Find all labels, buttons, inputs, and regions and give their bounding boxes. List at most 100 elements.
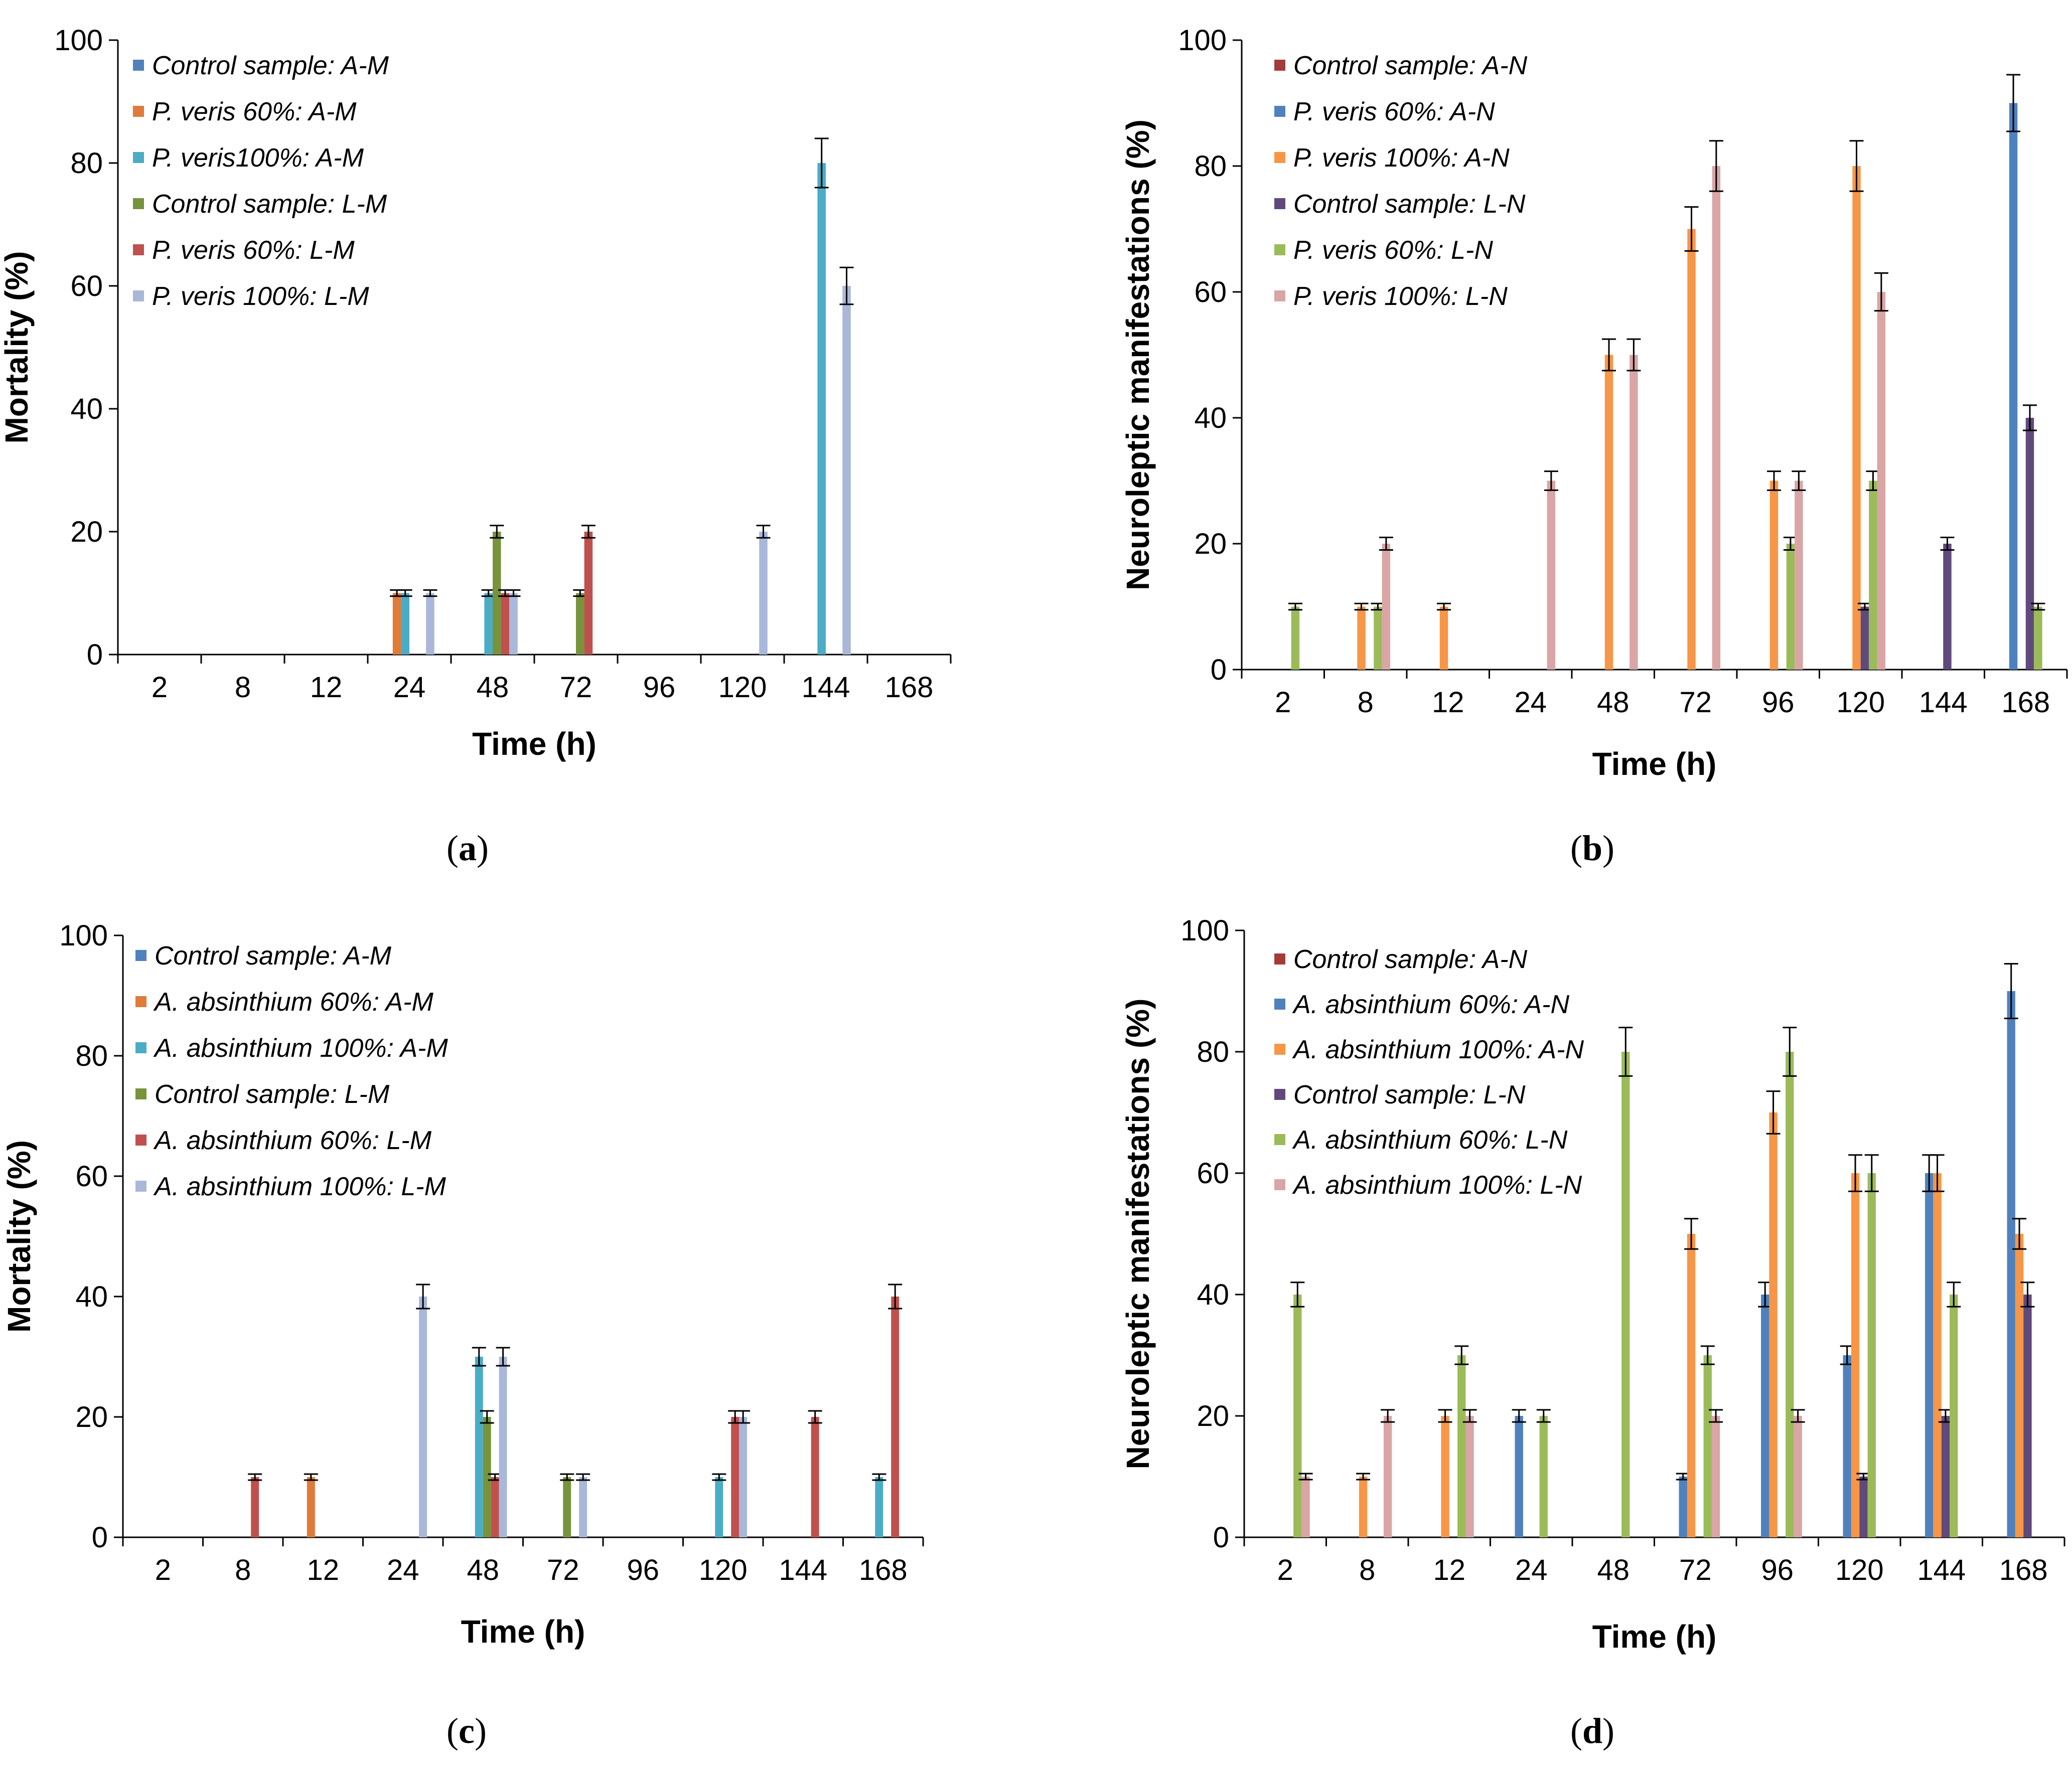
y-tick-label: 0	[87, 638, 103, 671]
x-tick-label: 72	[547, 1554, 579, 1586]
x-tick-label: 12	[1433, 1554, 1465, 1586]
bar	[811, 1417, 819, 1537]
legend-label: A. absinthium 60%: A-M	[153, 988, 434, 1017]
x-tick-label: 8	[1359, 1554, 1375, 1586]
legend-swatch	[1274, 1134, 1285, 1145]
error-bar	[1684, 206, 1699, 252]
bar	[475, 1357, 483, 1537]
legend-label: A. absinthium 100%: A-M	[153, 1034, 448, 1063]
x-tick-label: 144	[1917, 1554, 1966, 1586]
legend-label: Control sample: L-N	[1293, 1080, 1526, 1109]
x-tick-label: 48	[467, 1554, 499, 1586]
legend-swatch	[1274, 290, 1285, 301]
legend: Control sample: A-N A. absinthium 60%: A-…	[1274, 945, 1584, 1200]
error-bar	[423, 589, 437, 597]
y-axis-title: Mortality (%)	[1, 1140, 37, 1333]
x-tick-label: 144	[802, 671, 850, 704]
legend-swatch	[135, 996, 146, 1007]
bar	[1687, 1234, 1696, 1537]
bar	[1630, 355, 1638, 670]
legend-swatch	[135, 1135, 146, 1146]
legend-swatch	[133, 152, 144, 163]
legend-swatch	[1274, 60, 1285, 71]
bar	[1293, 1295, 1302, 1537]
bar	[484, 593, 493, 655]
error-bar	[1700, 1345, 1715, 1365]
legend-label: Control sample: A-N	[1293, 51, 1528, 80]
error-bar	[1864, 1154, 1879, 1192]
error-bar	[1290, 1281, 1305, 1308]
x-tick-label: 168	[2001, 686, 2050, 719]
legend-swatch	[133, 106, 144, 117]
error-bar	[398, 589, 412, 597]
error-bar	[1684, 1218, 1699, 1250]
bar	[1457, 1355, 1466, 1537]
legend-label: A. absinthium 100%: L-N	[1292, 1171, 1582, 1200]
error-bar	[1379, 536, 1393, 551]
x-tick-label: 8	[235, 1554, 251, 1586]
bar	[1794, 1416, 1802, 1537]
legend-swatch	[133, 290, 144, 301]
legend-label: A. absinthium 100%: A-N	[1292, 1035, 1584, 1064]
panel-caption-c-label: c	[458, 1711, 475, 1751]
bar	[1769, 480, 1779, 670]
error-bar	[480, 1410, 494, 1424]
legend-label: Control sample: L-M	[155, 1080, 390, 1109]
x-tick-label: 168	[1999, 1554, 2048, 1586]
error-bar	[1783, 1027, 1797, 1077]
error-bar	[1381, 1409, 1395, 1423]
error-bar	[1848, 1154, 1863, 1192]
legend-swatch	[1274, 1089, 1285, 1100]
legend-label: P. veris 100%: L-N	[1293, 282, 1508, 311]
error-bar	[490, 525, 504, 539]
chart-c: 0 20 40 60 80 100 2 8 12 24 48 72 96 120 144 168 Time (h…	[1, 919, 924, 1650]
legend-label: A. absinthium 60%: A-N	[1292, 990, 1570, 1019]
panel-caption-d-label: d	[1582, 1711, 1603, 1751]
legend-label: Control sample: A-M	[155, 941, 392, 971]
bar	[1950, 1295, 1958, 1537]
error-bar	[304, 1473, 318, 1481]
y-tick-label: 20	[1197, 1400, 1229, 1432]
bar	[1925, 1173, 1934, 1537]
x-tick-label: 2	[152, 671, 168, 704]
bar	[759, 532, 768, 655]
error-bar	[1849, 140, 1864, 192]
x-tick-label: 2	[1277, 1554, 1293, 1586]
bar	[1761, 1295, 1769, 1537]
error-bar	[560, 1473, 574, 1481]
error-bar	[1709, 1409, 1723, 1423]
error-bar	[1354, 602, 1369, 611]
error-bar	[1618, 1027, 1633, 1077]
legend-label: P. veris 100%: A-N	[1293, 143, 1510, 173]
error-bar	[1454, 1345, 1469, 1365]
bar	[842, 286, 851, 655]
y-tick-label: 80	[1194, 150, 1227, 183]
x-tick-label: 72	[1679, 1554, 1712, 1586]
error-bar	[2006, 74, 2021, 132]
legend-swatch	[133, 60, 144, 71]
bar	[1843, 1355, 1851, 1537]
bar	[731, 1417, 739, 1537]
legend-label: A. absinthium 100%: L-M	[153, 1172, 447, 1201]
y-tick-label: 20	[70, 516, 103, 548]
x-tick-label: 144	[779, 1554, 827, 1586]
error-bar	[888, 1283, 903, 1310]
bar	[419, 1297, 427, 1537]
bar	[1439, 606, 1448, 670]
bar	[1786, 1052, 1794, 1537]
bar	[875, 1477, 883, 1537]
y-tick-label: 0	[1211, 654, 1227, 686]
bar	[1941, 1416, 1950, 1537]
x-tick-label: 48	[1597, 1554, 1630, 1586]
legend-swatch	[135, 950, 146, 961]
error-bar	[1792, 470, 1806, 491]
error-bar	[506, 589, 521, 597]
error-bar	[1288, 602, 1302, 611]
bar	[392, 593, 401, 655]
error-bar	[814, 137, 829, 189]
error-bar	[1791, 1409, 1805, 1423]
x-tick-label: 72	[1679, 686, 1712, 719]
bar	[1465, 1416, 1474, 1537]
error-bar	[1766, 1090, 1781, 1135]
